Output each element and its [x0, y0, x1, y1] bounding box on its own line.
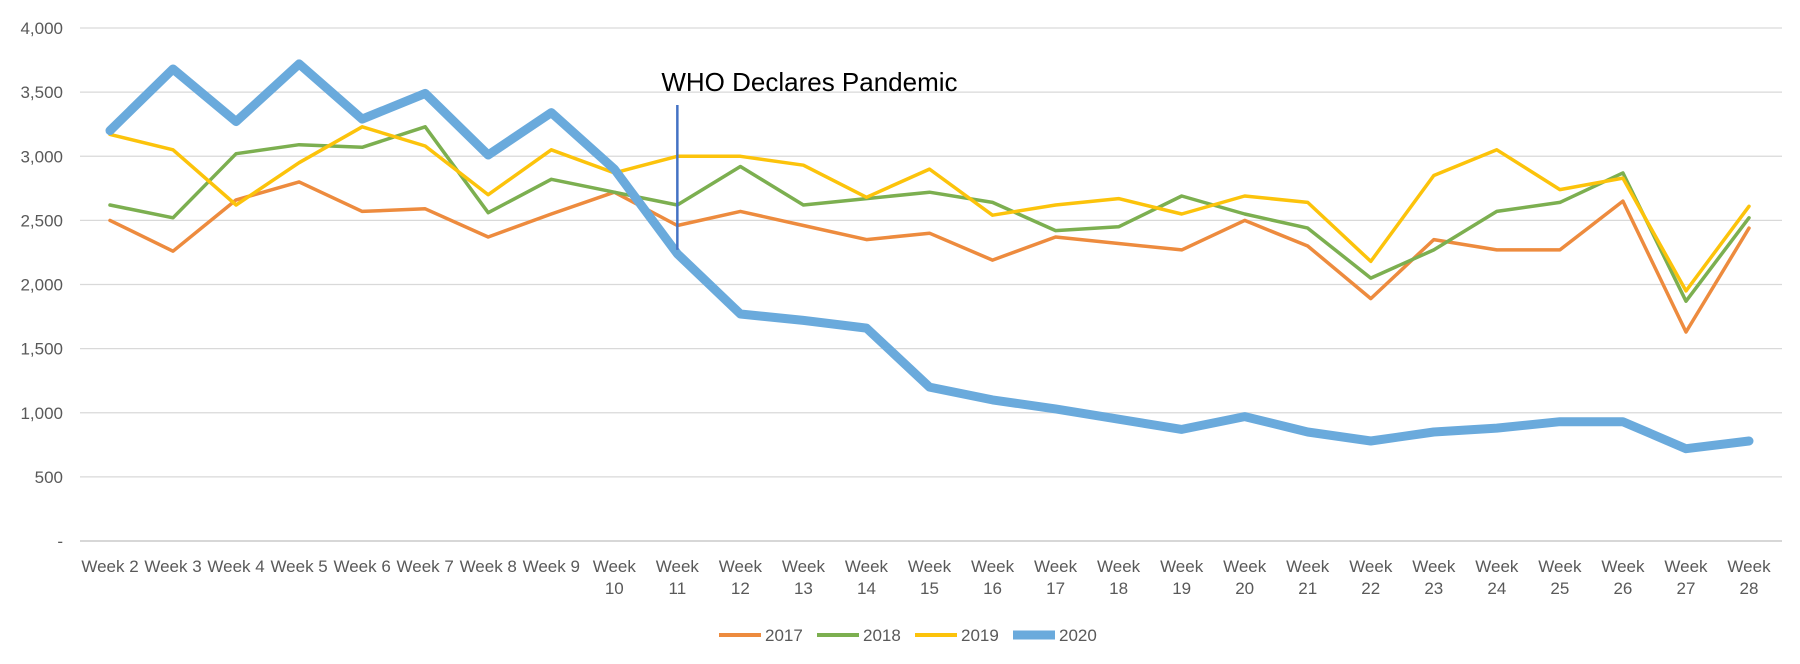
- x-tick-label: Week 3: [144, 557, 201, 576]
- y-tick-label: 3,000: [20, 147, 63, 166]
- x-tick-label: Week 10: [593, 557, 637, 598]
- annotations: WHO Declares Pandemic: [661, 67, 958, 250]
- x-tick-label: Week 21: [1286, 557, 1330, 598]
- x-tick-label: Week 5: [270, 557, 327, 576]
- legend-label: 2019: [961, 626, 999, 645]
- series-line-2020: [105, 59, 1754, 454]
- legend: 2017 2018 2019 2020: [719, 626, 1097, 645]
- x-tick-label: Week 26: [1601, 557, 1645, 598]
- y-tick-label: 2,000: [20, 276, 63, 295]
- annotation-label: WHO Declares Pandemic: [661, 67, 957, 97]
- x-tick-label: Week 19: [1160, 557, 1204, 598]
- y-tick-label: 4,000: [20, 19, 63, 38]
- y-tick-label: 2,500: [20, 211, 63, 230]
- x-tick-label: Week 17: [1034, 557, 1078, 598]
- series-line-2017: [108, 180, 1751, 334]
- y-tick-label: 1,000: [20, 404, 63, 423]
- x-tick-label: Week 2: [81, 557, 138, 576]
- gridlines: [80, 27, 1782, 542]
- x-tick-label: Week 7: [397, 557, 454, 576]
- x-tick-label: Week 11: [656, 557, 700, 598]
- x-tick-label: Week 18: [1097, 557, 1141, 598]
- x-tick-label: Week 6: [333, 557, 390, 576]
- series-line-2019: [108, 125, 1751, 293]
- legend-label: 2017: [765, 626, 803, 645]
- series-line-2018: [108, 125, 1751, 303]
- y-tick-label: 3,500: [20, 83, 63, 102]
- x-tick-label: Week 13: [782, 557, 826, 598]
- x-tick-label: Week 25: [1538, 557, 1582, 598]
- y-tick-label: 500: [35, 468, 63, 487]
- x-tick-label: Week 27: [1664, 557, 1708, 598]
- x-axis-tick-labels: Week 2 Week 3 Week 4 Week 5 Week 6 Week 7 Week…: [81, 557, 1771, 598]
- x-tick-label: Week 15: [908, 557, 952, 598]
- y-tick-label: -: [57, 532, 63, 551]
- x-tick-label: Week 12: [719, 557, 763, 598]
- x-tick-label: Week 22: [1349, 557, 1393, 598]
- x-tick-label: Week 24: [1475, 557, 1519, 598]
- x-tick-label: Week 23: [1412, 557, 1456, 598]
- legend-label: 2018: [863, 626, 901, 645]
- y-tick-label: 1,500: [20, 340, 63, 359]
- x-tick-label: Week 9: [523, 557, 580, 576]
- series-lines: [105, 59, 1754, 454]
- x-tick-label: Week 20: [1223, 557, 1267, 598]
- y-axis-tick-labels: - 500 1,000 1,500 2,000 2,500 3,000 3,500 4,000: [20, 19, 63, 551]
- x-tick-label: Week 16: [971, 557, 1015, 598]
- x-tick-label: Week 14: [845, 557, 889, 598]
- x-tick-label: Week 8: [460, 557, 517, 576]
- x-tick-label: Week 4: [207, 557, 264, 576]
- x-tick-label: Week 28: [1727, 557, 1771, 598]
- legend-label: 2020: [1059, 626, 1097, 645]
